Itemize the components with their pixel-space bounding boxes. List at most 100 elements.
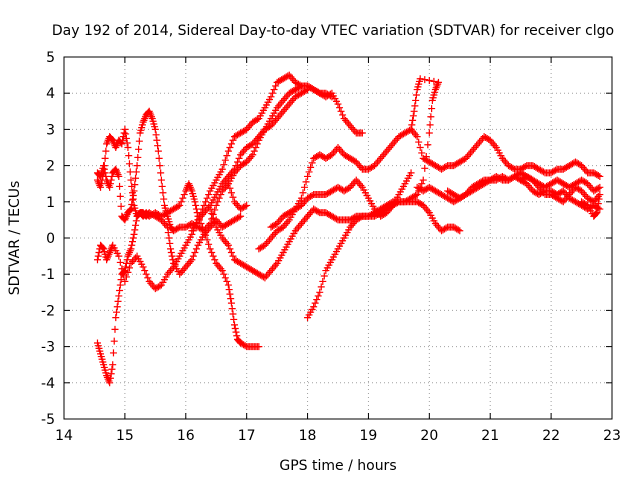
- data-point: [174, 202, 182, 210]
- data-point: [409, 116, 417, 124]
- x-tick-label: 16: [177, 428, 195, 444]
- data-point: [413, 191, 421, 199]
- data-point: [250, 147, 258, 155]
- data-point: [426, 121, 434, 129]
- data-point: [578, 198, 586, 206]
- data-point: [127, 245, 135, 253]
- chart-title: Day 192 of 2014, Sidereal Day-to-day VTE…: [52, 23, 614, 39]
- data-point: [116, 192, 124, 200]
- data-point: [270, 86, 278, 94]
- data-point: [509, 164, 517, 172]
- data-point: [126, 206, 134, 214]
- data-point: [116, 286, 124, 294]
- data-point: [128, 241, 136, 249]
- data-point: [305, 168, 313, 176]
- data-point: [205, 240, 213, 248]
- data-point: [267, 93, 275, 101]
- data-point: [135, 137, 143, 145]
- data-point: [485, 177, 493, 185]
- data-point: [156, 162, 164, 170]
- data-point: [328, 93, 336, 101]
- data-point: [226, 144, 234, 151]
- data-point: [97, 180, 105, 188]
- data-point: [558, 188, 566, 196]
- data-point: [115, 292, 123, 300]
- data-point: [118, 265, 126, 273]
- data-point: [192, 201, 200, 209]
- data-point: [203, 194, 211, 202]
- data-point: [357, 213, 365, 221]
- data-point: [155, 154, 163, 162]
- data-point: [224, 147, 232, 155]
- data-point: [308, 191, 316, 199]
- data-point: [304, 172, 312, 180]
- data-point: [117, 276, 125, 284]
- data-point: [188, 256, 196, 264]
- data-point: [197, 209, 205, 217]
- series-f: [206, 198, 464, 282]
- data-point: [191, 198, 199, 206]
- data-point: [594, 172, 602, 180]
- data-point: [102, 147, 110, 155]
- data-point: [166, 239, 174, 247]
- data-point: [97, 183, 105, 191]
- data-point: [326, 92, 334, 100]
- data-points: [93, 71, 604, 387]
- data-point: [125, 152, 133, 160]
- data-point: [334, 100, 342, 108]
- data-point: [218, 267, 226, 275]
- data-point: [214, 198, 222, 206]
- y-tick-label: -5: [41, 412, 55, 428]
- data-point: [202, 198, 210, 206]
- data-point: [421, 164, 429, 172]
- data-point: [332, 215, 340, 223]
- data-point: [165, 234, 173, 242]
- data-point: [133, 162, 141, 170]
- data-point: [337, 107, 345, 115]
- y-axis-label: SDTVAR / TECUs: [7, 181, 23, 296]
- data-point: [114, 297, 122, 305]
- data-point: [128, 201, 136, 209]
- data-point: [253, 140, 261, 148]
- data-point: [135, 145, 143, 153]
- data-point: [229, 310, 237, 318]
- data-point: [229, 252, 237, 260]
- data-point: [120, 129, 128, 137]
- data-point: [428, 105, 436, 113]
- data-point: [419, 176, 427, 184]
- data-point: [314, 88, 322, 96]
- series-b: [93, 107, 251, 235]
- data-point: [221, 156, 229, 164]
- data-point: [169, 256, 177, 264]
- data-point: [208, 248, 216, 256]
- data-point: [109, 349, 117, 357]
- data-point: [316, 288, 324, 296]
- data-point: [220, 161, 228, 169]
- data-point: [425, 129, 433, 137]
- data-point: [108, 172, 116, 180]
- data-point: [167, 248, 175, 256]
- data-point: [406, 126, 414, 134]
- data-point: [284, 72, 292, 80]
- data-point: [215, 194, 223, 202]
- data-point: [558, 197, 566, 205]
- data-point: [434, 78, 442, 86]
- data-point: [226, 290, 234, 298]
- data-point: [167, 245, 175, 253]
- data-point: [195, 212, 203, 220]
- data-point: [456, 227, 464, 235]
- data-point: [141, 267, 149, 275]
- x-tick-label: 23: [603, 428, 621, 444]
- data-point: [408, 121, 416, 129]
- data-point: [151, 125, 159, 133]
- data-point: [407, 125, 415, 133]
- data-point: [412, 91, 420, 99]
- data-point: [132, 221, 140, 229]
- data-point: [594, 200, 602, 208]
- data-point: [117, 202, 125, 210]
- data-point: [154, 142, 162, 150]
- data-point: [211, 206, 219, 214]
- data-point: [118, 140, 126, 148]
- data-point: [235, 154, 243, 162]
- data-point: [319, 277, 327, 285]
